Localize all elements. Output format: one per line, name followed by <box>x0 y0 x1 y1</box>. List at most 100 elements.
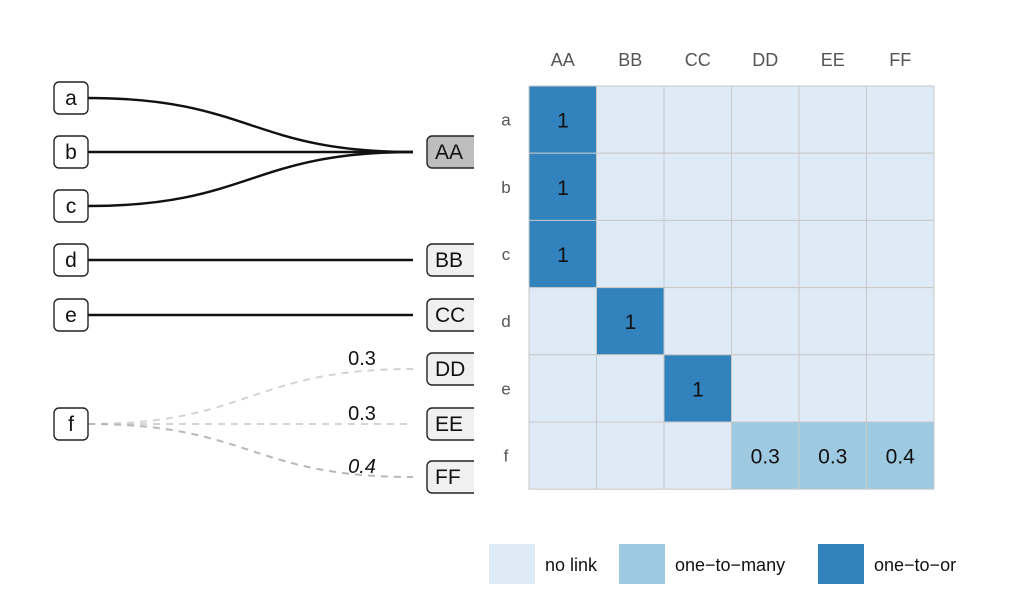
crosswalk-matrix: AA BB CC DD EE FF a b c d e f 1 1 1 1 1 0.3 0.3 0.4 <box>501 50 935 490</box>
edge-f-FF <box>87 423 414 478</box>
legend-label-no_link: no link <box>545 555 598 575</box>
matrix-cell-d-CC <box>663 287 732 356</box>
source-node-label: b <box>65 141 77 164</box>
matrix-row-label-e: e <box>501 379 510 398</box>
target-node-label: AA <box>435 141 463 164</box>
matrix-cell-c-BB <box>596 219 665 289</box>
legend-swatch-no_link <box>489 544 535 584</box>
target-node-box <box>426 135 474 169</box>
matrix-column-label-AA: AA <box>551 50 575 70</box>
matrix-cell-a-CC <box>663 85 732 154</box>
source-node-a: a <box>53 81 89 115</box>
matrix-cell-f-CC <box>663 421 732 490</box>
matrix-column-label-EE: EE <box>821 50 845 70</box>
target-node-label: DD <box>435 358 465 381</box>
matrix-cell-c-DD <box>731 219 800 289</box>
edge-weights: 0.3 0.3 0.4 <box>348 348 376 478</box>
matrix-row-label-c: c <box>502 245 511 264</box>
edge-c-AA <box>87 150 414 208</box>
matrix-cell-f-BB <box>596 421 665 490</box>
source-node-label: a <box>65 87 77 110</box>
target-node-box <box>426 460 474 494</box>
matrix-row-label-b: b <box>501 178 510 197</box>
source-node-label: c <box>66 195 77 218</box>
target-node-box <box>426 407 474 441</box>
matrix-cell-b-EE <box>798 152 867 221</box>
matrix-cell-b-AA <box>528 152 597 221</box>
matrix-row-label-d: d <box>501 312 510 331</box>
target-node-DD: DD <box>426 352 474 386</box>
matrix-cell-b-BB <box>596 152 665 221</box>
matrix-value-d-BB: 1 <box>625 311 637 334</box>
target-node-FF: FF <box>426 460 474 494</box>
source-node-label: f <box>68 413 74 436</box>
source-node-e: e <box>53 298 89 332</box>
matrix-column-label-DD: DD <box>752 50 778 70</box>
matrix-cell-c-CC <box>663 219 732 289</box>
matrix-value-f-DD: 0.3 <box>751 446 780 469</box>
source-node-b: b <box>53 135 89 169</box>
matrix-value-e-CC: 1 <box>692 378 704 401</box>
matrix-cell-e-BB <box>596 354 665 423</box>
target-nodes: AA BB CC DD EE FF <box>426 135 474 494</box>
matrix-cell-e-EE <box>798 354 867 423</box>
target-node-label: CC <box>435 304 465 327</box>
source-node-box <box>53 298 89 332</box>
matrix-cell-b-FF <box>866 152 935 221</box>
matrix-value-f-FF: 0.4 <box>886 446 916 469</box>
matrix-row-label-f: f <box>504 447 509 466</box>
matrix-column-label-CC: CC <box>685 50 711 70</box>
matrix-cell-c-EE <box>798 219 867 289</box>
matrix-cell-c-FF <box>866 219 935 289</box>
matrix-cell-b-CC <box>663 152 732 221</box>
matrix-cell-a-AA <box>528 85 597 154</box>
source-node-label: d <box>65 249 77 272</box>
matrix-cell-b-DD <box>731 152 800 221</box>
matrix-value-a-AA: 1 <box>557 110 569 133</box>
matrix-cell-a-EE <box>798 85 867 154</box>
legend-label-one_to_one: one−to−or <box>874 555 956 575</box>
source-node-box <box>53 135 89 169</box>
edge-a-AA <box>87 96 414 154</box>
matrix-cell-d-BB <box>596 287 665 356</box>
target-node-label: BB <box>435 249 463 272</box>
legend-swatch-one_to_many <box>619 544 665 584</box>
target-node-BB: BB <box>426 243 474 277</box>
source-node-f: f <box>53 407 89 441</box>
link-edges <box>87 96 414 478</box>
matrix-cell-f-FF <box>866 421 935 490</box>
matrix-cell-e-CC <box>663 354 732 423</box>
target-node-box <box>426 243 474 277</box>
edge-weight-f-EE: 0.3 <box>348 403 376 425</box>
matrix-cell-d-DD <box>731 287 800 356</box>
matrix-cell-f-EE <box>798 421 867 490</box>
matrix-cell-d-AA <box>528 287 597 356</box>
target-node-AA: AA <box>426 135 474 169</box>
source-node-label: e <box>65 304 77 327</box>
matrix-value-b-AA: 1 <box>557 177 569 200</box>
target-node-label: FF <box>435 466 461 489</box>
target-node-box <box>426 298 474 332</box>
target-node-EE: EE <box>426 407 474 441</box>
source-node-box <box>53 189 89 223</box>
matrix-column-label-BB: BB <box>618 50 642 70</box>
edge-weight-f-DD: 0.3 <box>348 348 376 370</box>
legend: no link one−to−many one−to−or <box>489 544 956 584</box>
matrix-value-c-AA: 1 <box>557 244 569 267</box>
matrix-column-label-FF: FF <box>889 50 911 70</box>
legend-label-one_to_many: one−to−many <box>675 555 785 575</box>
target-node-box <box>426 352 474 386</box>
target-node-CC: CC <box>426 298 474 332</box>
source-node-box <box>53 243 89 277</box>
target-node-label: EE <box>435 413 463 436</box>
matrix-cell-f-DD <box>731 421 800 490</box>
matrix-cell-c-AA <box>528 219 597 289</box>
matrix-value-f-EE: 0.3 <box>818 446 847 469</box>
matrix-cell-f-AA <box>528 421 597 490</box>
legend-swatch-one_to_one <box>818 544 864 584</box>
edge-weight-f-FF: 0.4 <box>348 456 376 478</box>
matrix-cell-e-DD <box>731 354 800 423</box>
matrix-cell-e-AA <box>528 354 597 423</box>
source-node-box <box>53 81 89 115</box>
matrix-cell-a-DD <box>731 85 800 154</box>
